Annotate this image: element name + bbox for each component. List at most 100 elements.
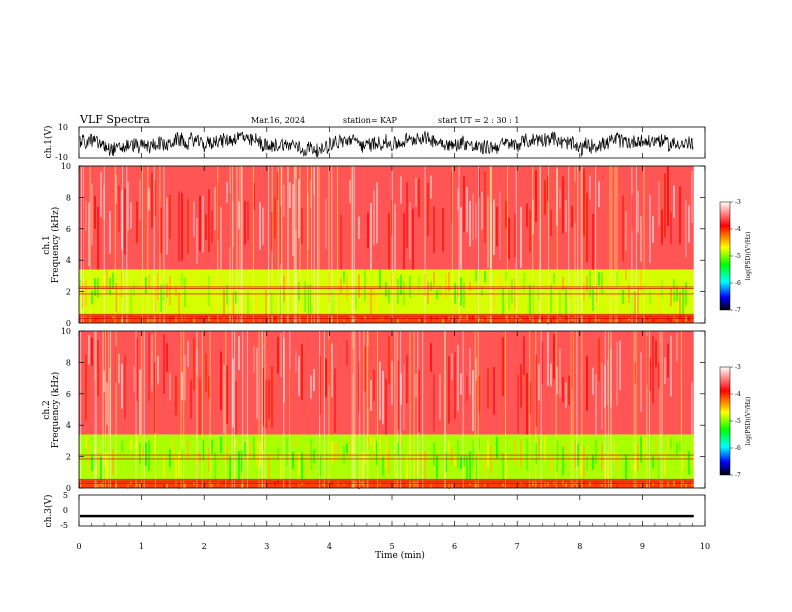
spectrogram-streak [261, 331, 263, 488]
spectrogram-streak [352, 166, 354, 323]
spectrogram-cell [385, 315, 387, 318]
ch1-tick-bottom: -10 [55, 153, 68, 162]
spectrogram-cell [184, 277, 186, 308]
spectrogram-streak [313, 166, 315, 323]
spectrogram-cell [586, 193, 588, 263]
spectrogram-cell [148, 188, 150, 211]
spectrogram-cell [430, 483, 432, 488]
spectrogram-cell [145, 442, 147, 466]
spectrogram-cell [637, 191, 639, 233]
spectrogram-cell [229, 456, 231, 486]
spectrogram-cell [238, 201, 240, 229]
spectrogram-cell [496, 207, 498, 247]
spectrogram-cell [232, 318, 234, 321]
spectrogram-cell [397, 480, 399, 484]
frequency-tick-label: 4 [66, 421, 71, 430]
spectrogram-cell [418, 178, 420, 218]
spectrogram-cell [175, 375, 177, 416]
spectrogram-cell [448, 356, 450, 424]
spectrogram-cell [169, 316, 171, 321]
spectrogram-cell [121, 440, 123, 453]
spectrogram-cell [256, 437, 258, 467]
spectrogram-cell [112, 481, 114, 487]
spectrogram-cell [484, 482, 486, 487]
spectrogram-cell [619, 317, 621, 323]
spectrogram-cell [523, 272, 525, 292]
spectrogram-cell [379, 269, 381, 290]
spectrogram-cell [181, 192, 183, 261]
spectrogram-cell [154, 180, 156, 217]
spectrogram-cell [433, 271, 435, 287]
spectrogram-cell [655, 438, 657, 461]
spectrogram-cell [130, 438, 132, 450]
spectrogram-cell [619, 340, 621, 390]
spectrogram-streak [142, 166, 144, 323]
colorbar-2-gradient [719, 366, 731, 476]
ch3-tick-bottom: -5 [60, 521, 68, 530]
spectrogram-cell [376, 286, 378, 317]
spectrogram-cell [481, 191, 483, 230]
spectrogram-cell [208, 376, 210, 399]
spectrogram-cell [211, 482, 213, 488]
spectrogram-cell [214, 451, 216, 482]
spectrogram-cell [457, 315, 459, 318]
spectrogram-cell [688, 316, 690, 322]
spectrogram-streak [351, 331, 353, 488]
spectrogram-cell [655, 317, 657, 322]
spectrogram-cell [565, 287, 567, 319]
spectrogram-cell [169, 449, 171, 468]
spectrogram-cell [469, 348, 471, 396]
spectrogram-cell [475, 482, 477, 489]
spectrogram-streak [491, 166, 493, 323]
spectrogram-cell [178, 451, 180, 478]
spectrogram-streak [353, 166, 355, 323]
spectrogram-cell [169, 194, 171, 239]
spectrogram-cell [235, 438, 237, 448]
spectrogram-streak [154, 331, 156, 488]
spectrogram-cell [193, 201, 195, 237]
spectrogram-streak [307, 166, 309, 323]
spectrogram-cell [280, 480, 282, 484]
ch2-spectrogram-panel: 10 8 6 4 2 0 ch.2 Frequency (kHz) [42, 327, 706, 493]
spectrogram-streak [201, 331, 203, 488]
spectrogram-cell [370, 436, 372, 446]
spectrogram-cell [166, 343, 168, 372]
spectrogram-cell [106, 382, 108, 425]
spectrogram-cell [121, 271, 123, 299]
spectrogram-cell [142, 446, 144, 457]
spectrogram-cell [367, 287, 369, 307]
colorbar-tick-label: -5 [735, 253, 741, 260]
spectrogram-streak [318, 166, 320, 323]
spectrogram-streak [242, 331, 244, 488]
spectrogram-cell [286, 436, 288, 466]
spectrogram-cell [202, 316, 204, 321]
spectrogram-cell [445, 273, 447, 299]
spectrogram-cell [262, 483, 264, 486]
spectrogram-cell [682, 316, 684, 322]
frequency-tick-label: 6 [66, 225, 71, 234]
spectrogram-cell [667, 166, 669, 227]
spectrogram-cell [460, 207, 462, 270]
spectrogram-cell [403, 482, 405, 488]
spectrogram-cell [169, 276, 171, 306]
spectrogram-cell [628, 318, 630, 321]
spectrogram-cell [493, 199, 495, 256]
spectrogram-cell [178, 483, 180, 489]
spectrogram-streak [331, 166, 333, 323]
spectrogram-cell [613, 441, 615, 463]
spectrogram-cell [103, 453, 105, 467]
spectrogram-cell [658, 482, 660, 487]
spectrogram-cell [421, 451, 423, 470]
spectrogram-cell [400, 176, 402, 204]
spectrogram-cell [280, 333, 282, 378]
spectrogram-cell [451, 483, 453, 489]
spectrogram-cell [670, 287, 672, 307]
time-tick-label: 7 [515, 542, 520, 551]
spectrogram-cell [304, 281, 306, 312]
spectrogram-cell [190, 380, 192, 419]
spectrogram-cell [85, 354, 87, 421]
spectrogram-streak [474, 331, 476, 488]
spectrogram-cell [664, 452, 666, 476]
spectrogram-streak [556, 166, 558, 323]
